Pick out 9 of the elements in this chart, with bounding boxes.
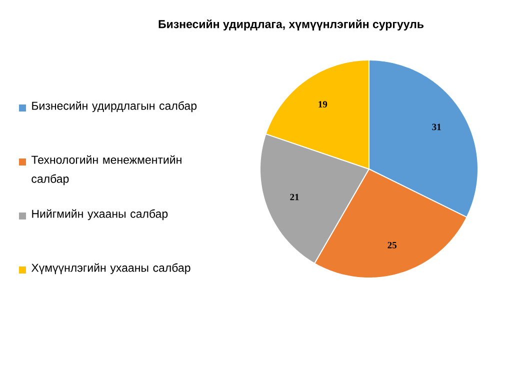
data-label: 25 (388, 242, 397, 248)
legend-label: Хүмүүнлэгийн ухааны салбар (31, 263, 190, 274)
chart-title: Бизнесийн удирдлага, хүмүүнлэгийн сургууль (158, 20, 424, 30)
data-label: 21 (290, 194, 299, 200)
legend-label: Нийгмийн ухааны салбар (32, 209, 168, 220)
data-label: 19 (318, 101, 328, 108)
legend-label: Технологийн менежментийн салбар (31, 155, 182, 186)
legend-label: Бизнесийн удирдлагын салбар (32, 101, 197, 112)
data-label: 31 (432, 124, 441, 130)
